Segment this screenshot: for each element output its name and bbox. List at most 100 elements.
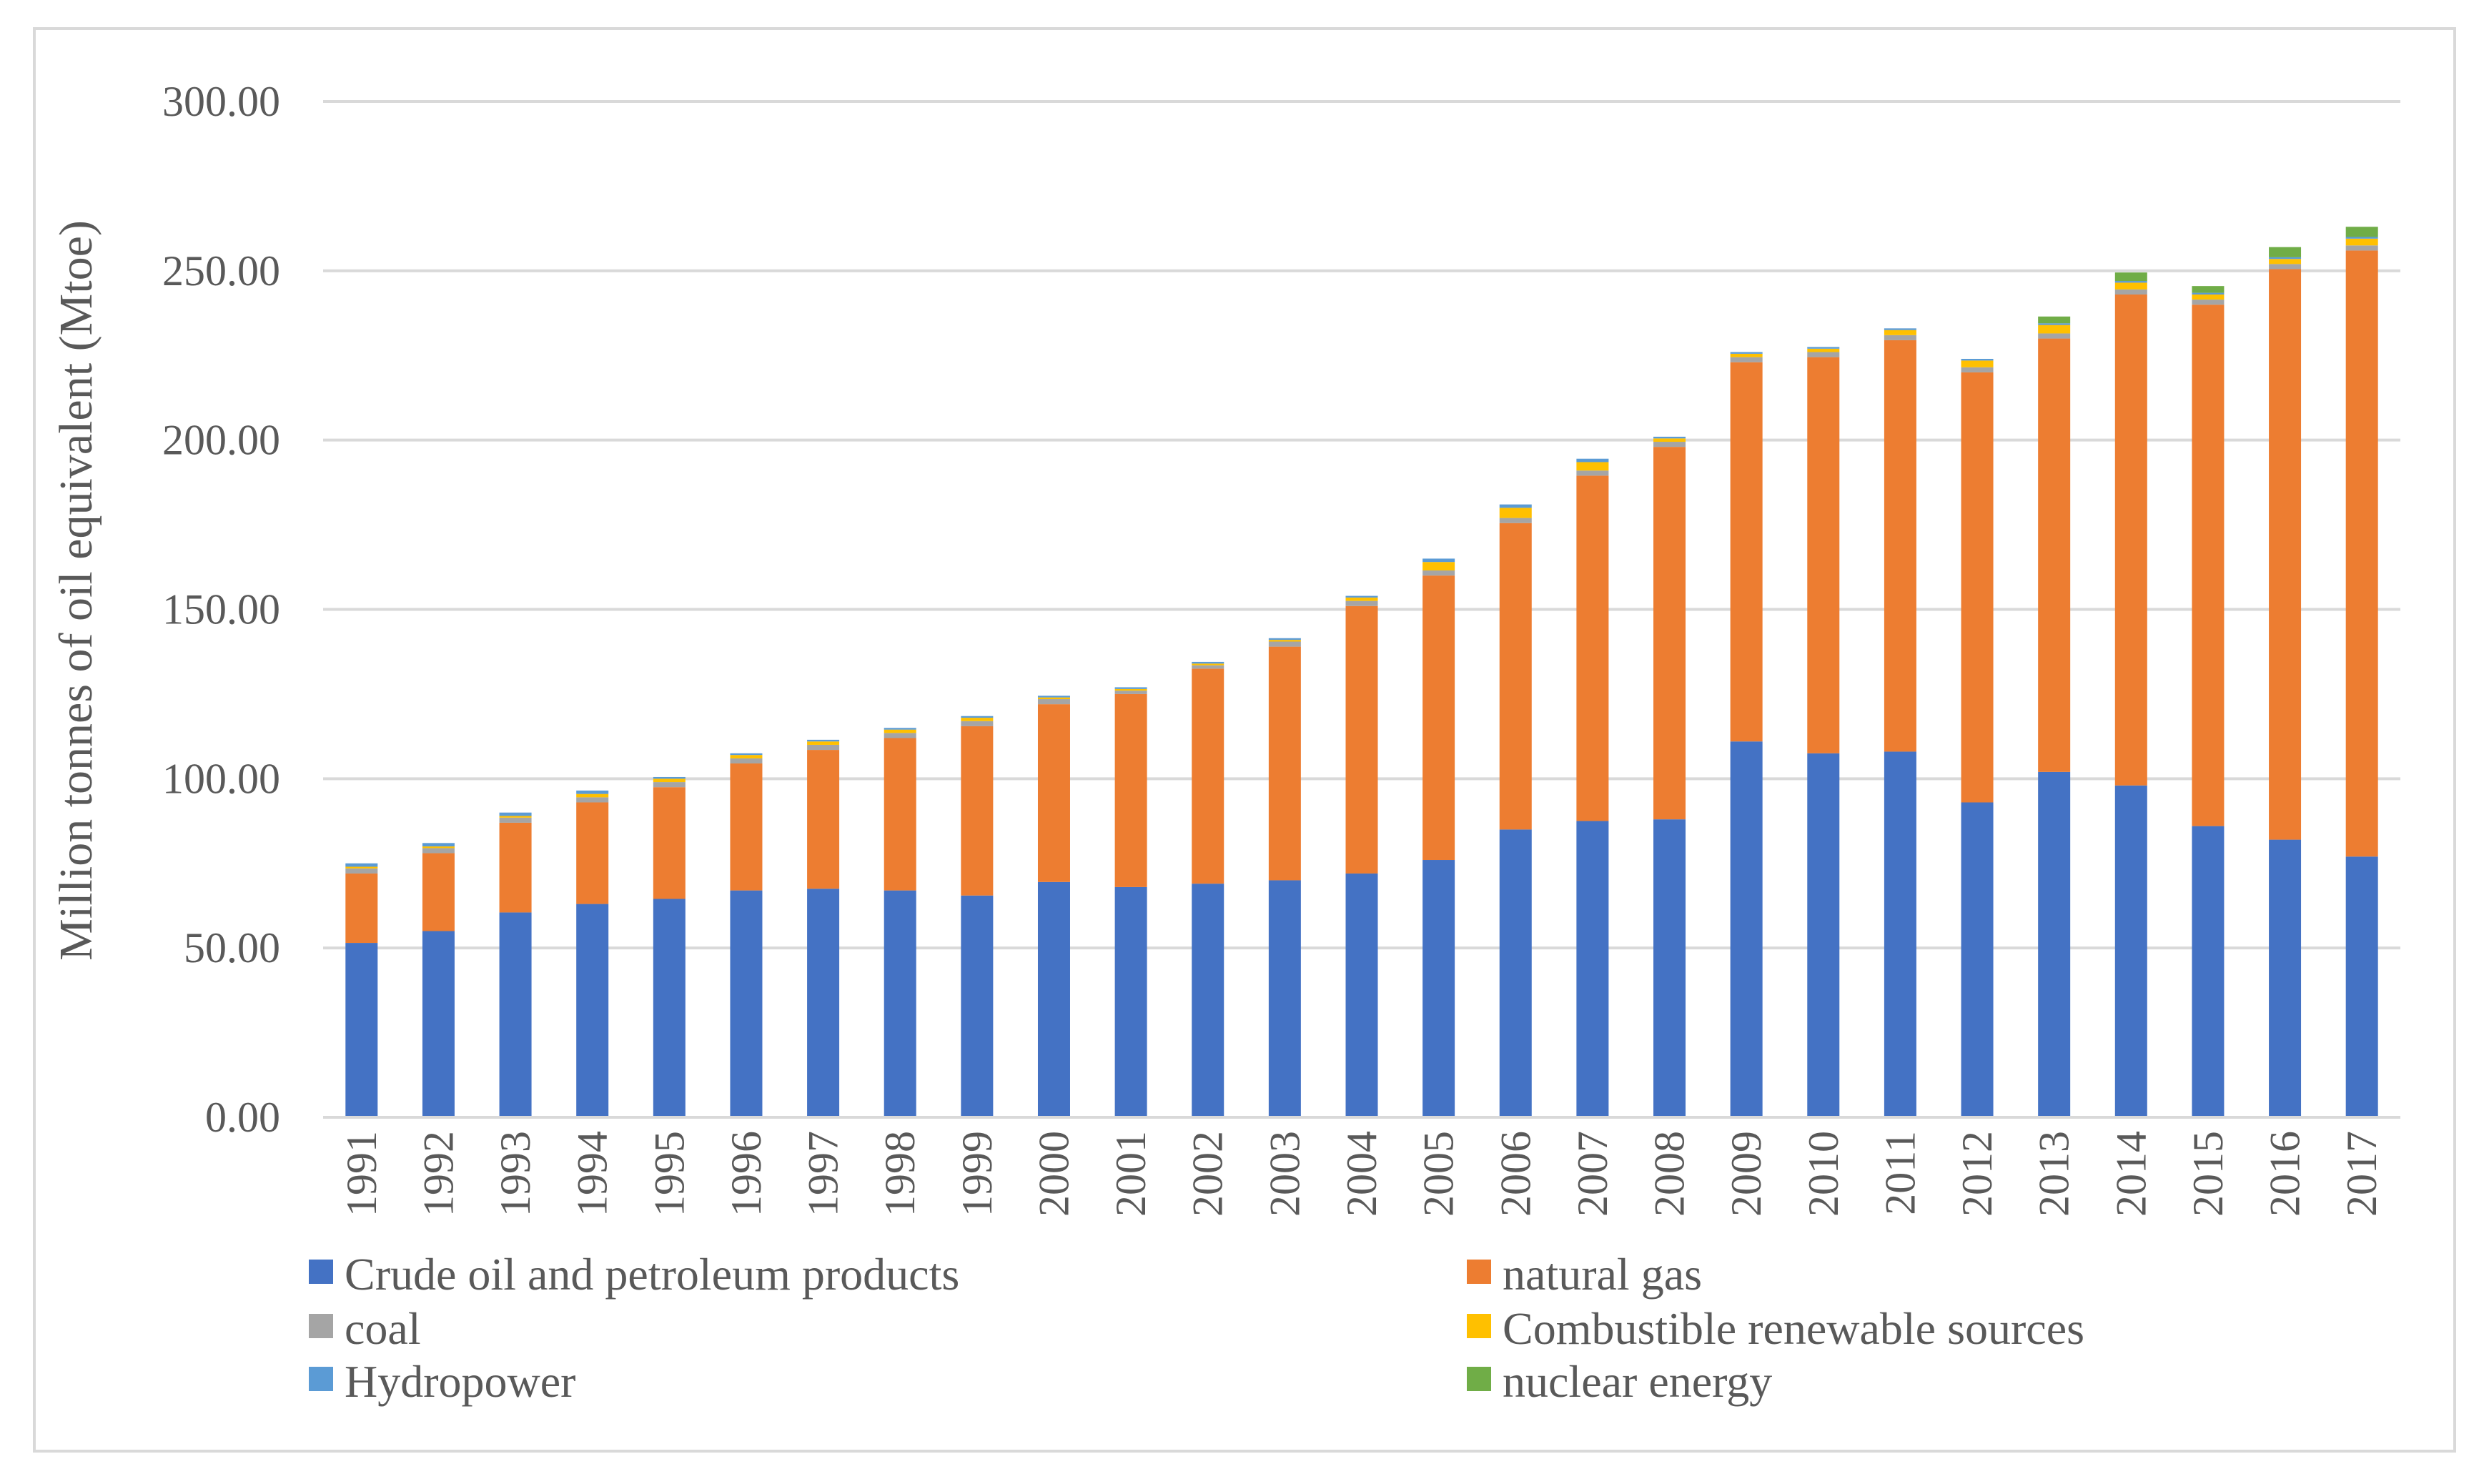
legend-label: Hydropower xyxy=(345,1356,575,1407)
bar-segment-coal-2012 xyxy=(1961,367,1994,372)
y-tick-label: 0.00 xyxy=(205,1094,280,1141)
bar-segment-hydropower-2012 xyxy=(1961,358,1994,361)
bar-segment-hydropower-2009 xyxy=(1730,352,1763,354)
bar-segment-coal-1998 xyxy=(884,733,916,738)
bar-segment-combustible-renewable-sources-2017 xyxy=(2345,238,2378,246)
x-tick-label: 1992 xyxy=(415,1131,462,1217)
x-axis-ticks: 1991 1992 1993 1994 1995 1996 1997 1998 1999 2000… xyxy=(338,1131,2385,1217)
bar-segment-combustible-renewable-sources-2007 xyxy=(1576,462,1609,471)
bar-segment-hydropower-1999 xyxy=(961,716,994,718)
y-axis-title: Million tonnes of oil equivalent (Mtoe) xyxy=(50,220,102,961)
bar-segment-natural-gas-2000 xyxy=(1037,704,1070,882)
bar-segment-combustible-renewable-sources-2016 xyxy=(2269,259,2302,264)
bar-segment-crude-oil-and-petroleum-products-2014 xyxy=(2114,785,2147,1117)
bar-segment-natural-gas-2005 xyxy=(1422,575,1455,861)
y-tick-label: 50.00 xyxy=(184,924,280,971)
legend-swatch xyxy=(309,1260,333,1284)
bar-segment-nuclear-energy-2017 xyxy=(2345,227,2378,237)
bar-segment-crude-oil-and-petroleum-products-2016 xyxy=(2269,839,2302,1117)
x-tick-label: 2004 xyxy=(1338,1131,1385,1217)
x-tick-label: 2007 xyxy=(1569,1131,1616,1217)
bar-segment-crude-oil-and-petroleum-products-2007 xyxy=(1576,821,1609,1117)
bar-segment-crude-oil-and-petroleum-products-2003 xyxy=(1268,880,1301,1117)
x-tick-label: 2012 xyxy=(1954,1131,2001,1217)
bar-segment-natural-gas-1999 xyxy=(961,726,994,896)
bar-segment-hydropower-2008 xyxy=(1653,436,1686,439)
bar-segment-natural-gas-2001 xyxy=(1114,693,1147,887)
legend-swatch xyxy=(309,1314,333,1338)
bar-segment-coal-2004 xyxy=(1345,600,1378,606)
bar-segment-coal-1993 xyxy=(499,817,532,823)
legend-label: nuclear energy xyxy=(1503,1356,1772,1407)
bar-segment-natural-gas-2002 xyxy=(1192,668,1224,884)
bar-segment-coal-1999 xyxy=(961,721,994,726)
bar-segment-combustible-renewable-sources-2015 xyxy=(2192,294,2225,300)
bar-segment-coal-2007 xyxy=(1576,470,1609,476)
bar-segment-crude-oil-and-petroleum-products-1994 xyxy=(576,904,609,1117)
legend-label: natural gas xyxy=(1503,1249,1702,1300)
bar-segment-combustible-renewable-sources-2012 xyxy=(1961,360,1994,367)
x-tick-label: 2016 xyxy=(2262,1131,2309,1217)
bar-segment-crude-oil-and-petroleum-products-1997 xyxy=(807,889,840,1117)
bar-segment-hydropower-1991 xyxy=(345,863,378,867)
x-tick-label: 2010 xyxy=(1800,1131,1847,1217)
bar-segment-coal-2015 xyxy=(2192,300,2225,305)
bar-segment-coal-2016 xyxy=(2269,264,2302,269)
bar-segment-coal-1995 xyxy=(653,782,686,788)
bar-segment-nuclear-energy-2016 xyxy=(2269,247,2302,257)
x-tick-label: 2006 xyxy=(1492,1131,1539,1217)
bar-segment-natural-gas-1998 xyxy=(884,738,916,891)
bar-segment-combustible-renewable-sources-2000 xyxy=(1037,697,1070,700)
bar-segment-coal-1996 xyxy=(730,758,763,764)
bar-segment-coal-2005 xyxy=(1422,570,1455,576)
bar-segment-crude-oil-and-petroleum-products-2012 xyxy=(1961,802,1994,1117)
x-tick-label: 2003 xyxy=(1261,1131,1308,1217)
x-tick-label: 1994 xyxy=(569,1131,616,1217)
x-tick-label: 1997 xyxy=(800,1131,847,1217)
legend-swatch xyxy=(1467,1260,1491,1284)
bar-segment-hydropower-2017 xyxy=(2345,237,2378,239)
bar-segment-combustible-renewable-sources-1993 xyxy=(499,816,532,818)
bar-segment-hydropower-1995 xyxy=(653,776,686,779)
bar-segment-coal-1997 xyxy=(807,744,840,751)
bar-segment-crude-oil-and-petroleum-products-1991 xyxy=(345,943,378,1117)
x-tick-label: 1999 xyxy=(954,1131,1001,1217)
legend-label: Crude oil and petroleum products xyxy=(345,1249,959,1300)
bar-segment-coal-2002 xyxy=(1192,665,1224,669)
bar-segment-combustible-renewable-sources-1994 xyxy=(576,793,609,798)
bar-segment-combustible-renewable-sources-2009 xyxy=(1730,353,1763,357)
bar-segment-coal-2014 xyxy=(2114,289,2147,295)
bar-segment-natural-gas-2003 xyxy=(1268,646,1301,881)
x-tick-label: 2009 xyxy=(1723,1131,1770,1217)
bar-segment-hydropower-1996 xyxy=(730,753,763,756)
bar-segment-natural-gas-1991 xyxy=(345,873,378,944)
bar-segment-combustible-renewable-sources-1999 xyxy=(961,718,994,721)
bar-segment-combustible-renewable-sources-2010 xyxy=(1807,348,1840,352)
bar-segment-crude-oil-and-petroleum-products-2011 xyxy=(1884,751,1916,1117)
bar-segment-combustible-renewable-sources-1992 xyxy=(422,846,455,849)
bar-segment-hydropower-2010 xyxy=(1807,347,1840,349)
bar-segment-combustible-renewable-sources-2005 xyxy=(1422,562,1455,571)
bar-segment-coal-2001 xyxy=(1114,691,1147,694)
x-tick-label: 2002 xyxy=(1184,1131,1232,1217)
bar-segment-hydropower-2011 xyxy=(1884,328,1916,330)
y-tick-label: 200.00 xyxy=(162,417,280,464)
bar-segment-coal-1992 xyxy=(422,848,455,854)
x-tick-label: 2008 xyxy=(1646,1131,1693,1217)
bar-segment-crude-oil-and-petroleum-products-2013 xyxy=(2038,771,2071,1117)
bar-segment-coal-2009 xyxy=(1730,357,1763,362)
x-tick-label: 1995 xyxy=(645,1131,693,1217)
x-tick-label: 2013 xyxy=(2031,1131,2078,1217)
bar-segment-crude-oil-and-petroleum-products-2006 xyxy=(1499,829,1532,1117)
bar-segment-hydropower-2002 xyxy=(1192,661,1224,664)
bar-segment-natural-gas-1994 xyxy=(576,802,609,904)
bar-segment-hydropower-2001 xyxy=(1114,687,1147,689)
bar-segment-natural-gas-2014 xyxy=(2114,294,2147,786)
legend-swatch xyxy=(309,1367,333,1391)
x-tick-label: 1993 xyxy=(492,1131,539,1217)
y-tick-label: 150.00 xyxy=(162,586,280,633)
x-tick-label: 2015 xyxy=(2184,1131,2232,1217)
bar-segment-combustible-renewable-sources-2014 xyxy=(2114,282,2147,290)
x-tick-label: 2011 xyxy=(1876,1131,1924,1215)
